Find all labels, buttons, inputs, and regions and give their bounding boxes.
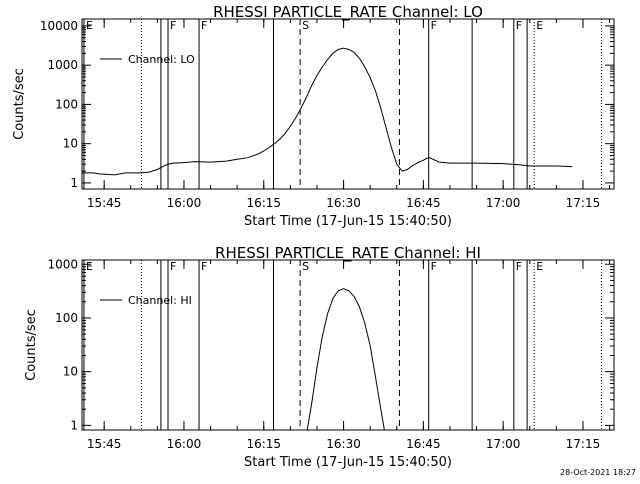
y-tick-label: 1 <box>70 418 78 432</box>
x-tick-label: 16:30 <box>326 437 361 451</box>
x-tick-label: 16:45 <box>406 437 441 451</box>
x-tick-label: 17:00 <box>486 196 521 210</box>
series-line <box>306 288 385 431</box>
event-marker-label: F <box>431 260 437 273</box>
y-tick-label: 10000 <box>40 19 78 33</box>
event-marker-label: F <box>431 19 437 32</box>
x-tick-label: 16:45 <box>406 196 441 210</box>
y-tick-label: 1000 <box>47 58 78 72</box>
event-marker-label: F <box>201 19 207 32</box>
y-tick-label: 10 <box>63 137 78 151</box>
x-tick-label: 15:45 <box>87 196 122 210</box>
x-axis-label: Start Time (17-Jun-15 15:40:50) <box>244 214 452 229</box>
x-tick-label: 16:15 <box>246 437 281 451</box>
chart-title: RHESSI PARTICLE_RATE Channel: HI <box>215 244 481 263</box>
y-axis-label: Counts/sec <box>24 309 39 381</box>
event-marker-label: E <box>536 19 543 32</box>
x-axis-label: Start Time (17-Jun-15 15:40:50) <box>244 455 452 470</box>
event-marker-label: F <box>516 19 522 32</box>
event-marker-label: F <box>170 19 176 32</box>
event-marker-label: E <box>86 19 93 32</box>
legend-label: Channel: HI <box>128 294 192 307</box>
panel-lo: RHESSI PARTICLE_RATE Channel: LO Start Ti… <box>12 3 615 229</box>
plot-frame <box>81 259 615 431</box>
chart-title: RHESSI PARTICLE_RATE Channel: LO <box>213 3 483 22</box>
x-tick-label: 17:00 <box>486 437 521 451</box>
series-line <box>82 47 573 176</box>
x-tick-label: 17:15 <box>566 437 601 451</box>
legend-label: Channel: LO <box>128 53 195 66</box>
y-tick-label: 1 <box>70 176 78 190</box>
y-tick-label: 100 <box>55 97 78 111</box>
y-tick-label: 1000 <box>47 257 78 271</box>
panel-hi: RHESSI PARTICLE_RATE Channel: HI Start Ti… <box>24 244 615 470</box>
x-tick-label: 16:00 <box>167 196 202 210</box>
timestamp: 28-Oct-2021 18:27 <box>560 468 636 477</box>
y-tick-label: 10 <box>63 365 78 379</box>
event-marker-label: S <box>302 19 309 32</box>
event-marker-label: E <box>86 260 93 273</box>
x-tick-label: 17:15 <box>566 196 601 210</box>
event-marker-label: S <box>302 260 309 273</box>
event-marker-label: E <box>536 260 543 273</box>
x-tick-label: 16:30 <box>326 196 361 210</box>
event-marker-label: F <box>170 260 176 273</box>
x-tick-label: 16:00 <box>167 437 202 451</box>
x-tick-label: 15:45 <box>87 437 122 451</box>
y-axis-label: Counts/sec <box>12 68 27 140</box>
event-marker-label: F <box>516 260 522 273</box>
y-tick-label: 100 <box>55 311 78 325</box>
x-tick-label: 16:15 <box>246 196 281 210</box>
event-marker-label: F <box>201 260 207 273</box>
